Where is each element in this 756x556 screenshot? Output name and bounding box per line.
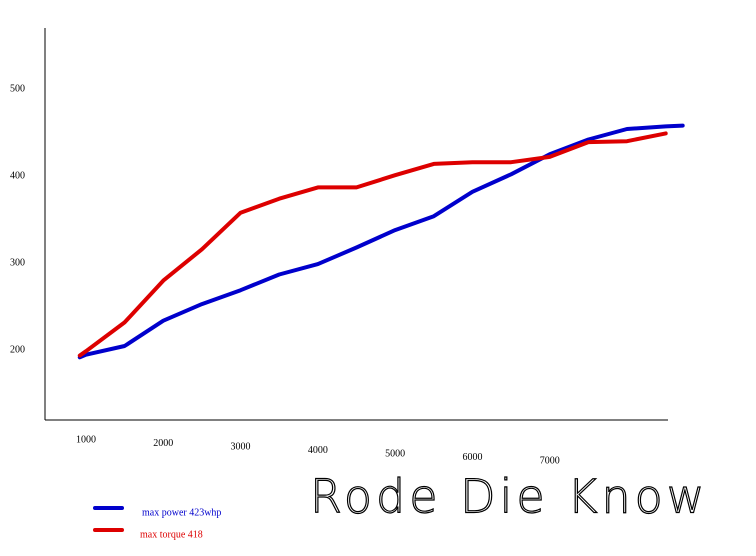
legend-label: max torque 418 [140, 529, 203, 540]
series-line [77, 123, 685, 360]
x-tick-label: 6000 [462, 452, 482, 463]
x-tick-label: 5000 [385, 448, 405, 459]
y-tick-label: 300 [10, 257, 25, 268]
annotation: Rode Die Know [310, 470, 708, 524]
legend-label: max power 423whp [142, 507, 221, 518]
x-tick-label: 7000 [540, 455, 560, 466]
x-tick-label: 4000 [308, 445, 328, 456]
x-tick-label: 1000 [76, 434, 96, 445]
series-line [77, 131, 668, 358]
y-tick-label: 400 [10, 170, 25, 181]
y-tick-label: 200 [10, 345, 25, 356]
x-tick-label: 3000 [231, 441, 251, 452]
y-tick-label: 500 [10, 83, 25, 94]
x-tick-label: 2000 [153, 438, 173, 449]
